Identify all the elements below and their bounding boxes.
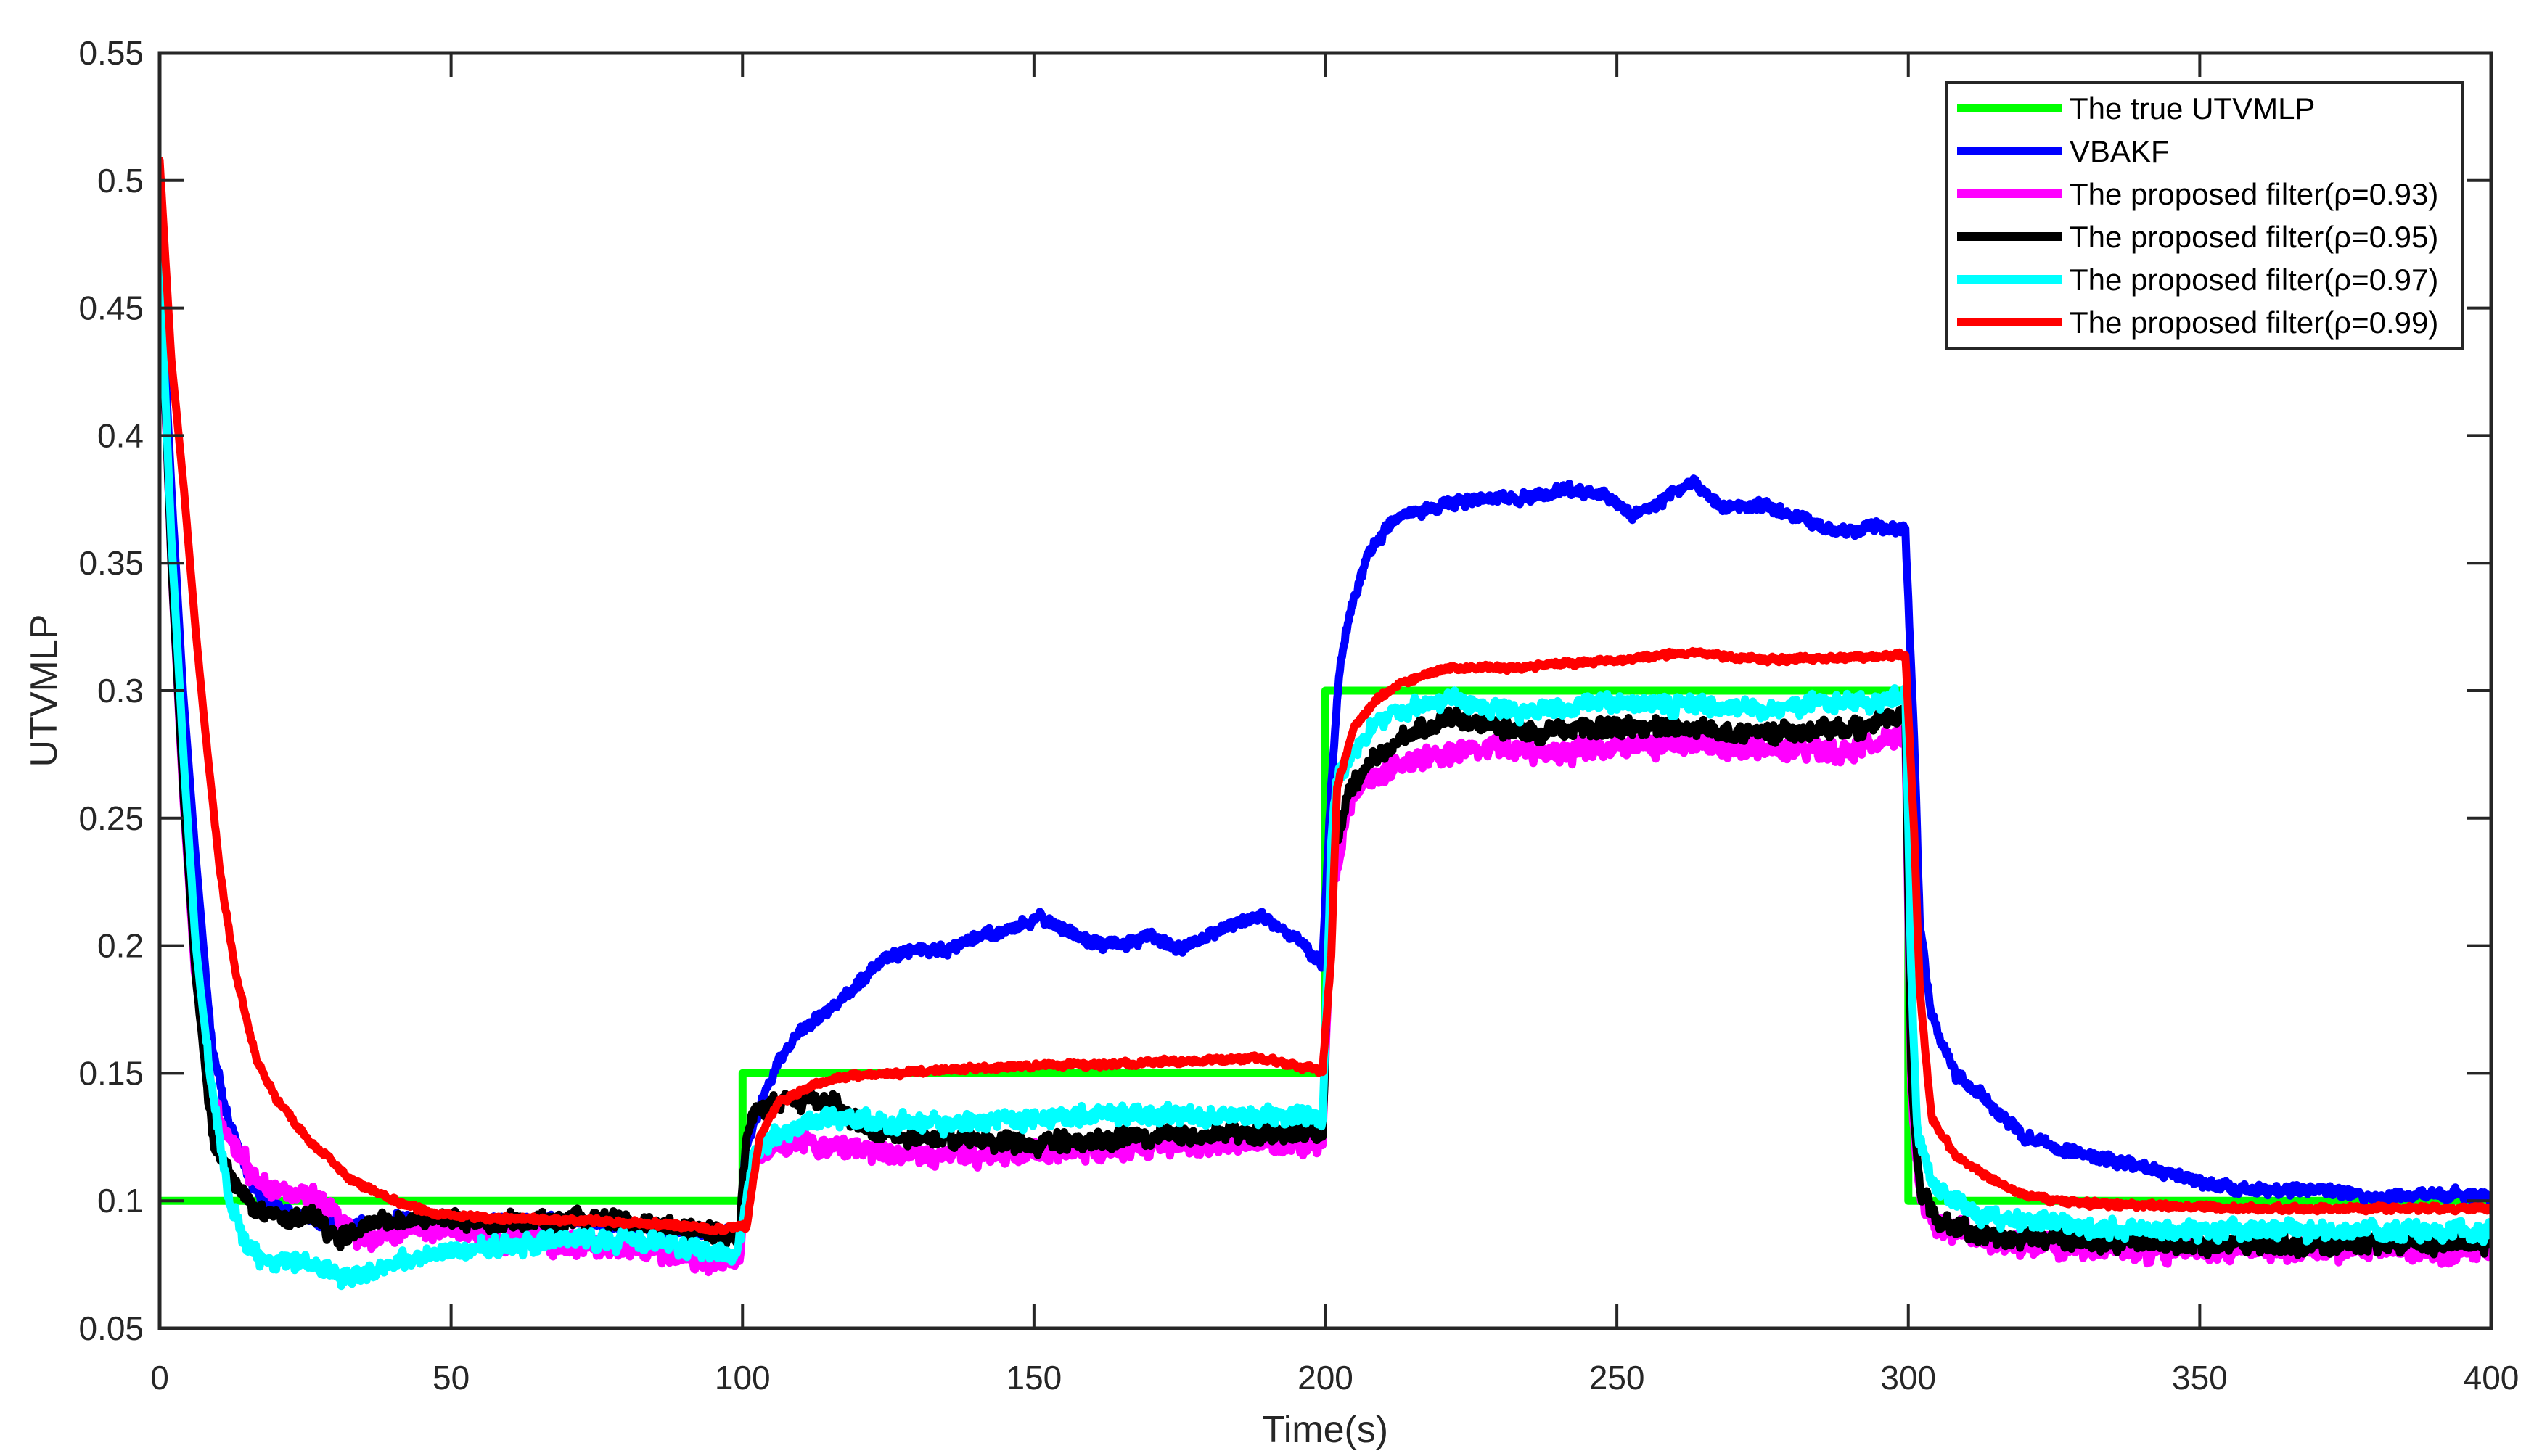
y-tick-label: 0.1 xyxy=(97,1182,144,1219)
y-tick-label: 0.3 xyxy=(97,672,144,710)
legend: The true UTVMLP VBAKF The proposed filte… xyxy=(1945,81,2464,350)
x-tick-label: 50 xyxy=(432,1359,470,1397)
y-tick-label: 0.4 xyxy=(97,416,144,454)
x-tick-label: 0 xyxy=(150,1359,169,1397)
x-tick-label: 400 xyxy=(2464,1359,2519,1397)
y-tick-label: 0.45 xyxy=(78,289,144,327)
legend-label-vbakf: VBAKF xyxy=(2070,134,2170,168)
y-tick-label: 0.25 xyxy=(78,799,144,837)
y-tick-label: 0.5 xyxy=(97,162,144,200)
x-axis-label: Time(s) xyxy=(1262,1409,1388,1451)
y-tick-label: 0.15 xyxy=(78,1054,144,1092)
legend-box xyxy=(1945,81,2464,350)
x-tick-label: 150 xyxy=(1006,1359,1062,1397)
legend-label-rho-099: The proposed filter(ρ=0.99) xyxy=(2070,305,2438,340)
legend-label-rho-093: The proposed filter(ρ=0.93) xyxy=(2070,177,2438,211)
y-tick-label: 0.55 xyxy=(78,34,144,72)
series-line xyxy=(160,156,2491,1235)
y-axis-label: UTVMLP xyxy=(23,614,65,768)
legend-item-rho-095: The proposed filter(ρ=0.95) xyxy=(1957,220,2438,254)
legend-item-true-utvmlp: The true UTVMLP xyxy=(1957,91,2315,126)
legend-label-rho-097: The proposed filter(ρ=0.97) xyxy=(2070,263,2438,297)
x-tick-label: 350 xyxy=(2172,1359,2228,1397)
y-tick-label: 0.2 xyxy=(97,927,144,965)
series-layer xyxy=(160,156,2491,1291)
tick-labels: 0 50 100 150 200 250 300 350 400 0.05 0.1 0.15 0.2 0.… xyxy=(78,34,2519,1397)
axes-frame xyxy=(157,51,2493,1330)
legend-label-true-utvmlp: The true UTVMLP xyxy=(2070,91,2315,126)
legend-item-rho-099: The proposed filter(ρ=0.99) xyxy=(1957,305,2438,340)
legend-item-vbakf: VBAKF xyxy=(1957,134,2170,168)
x-tick-label: 100 xyxy=(715,1359,771,1397)
x-tick-label: 250 xyxy=(1589,1359,1645,1397)
x-tick-label: 300 xyxy=(1880,1359,1936,1397)
legend-label-rho-095: The proposed filter(ρ=0.95) xyxy=(2070,220,2438,254)
legend-item-rho-093: The proposed filter(ρ=0.93) xyxy=(1957,177,2438,211)
legend-item-rho-097: The proposed filter(ρ=0.97) xyxy=(1957,263,2438,297)
y-tick-label: 0.35 xyxy=(78,544,144,582)
x-tick-label: 200 xyxy=(1297,1359,1353,1397)
y-tick-label: 0.05 xyxy=(78,1309,144,1347)
